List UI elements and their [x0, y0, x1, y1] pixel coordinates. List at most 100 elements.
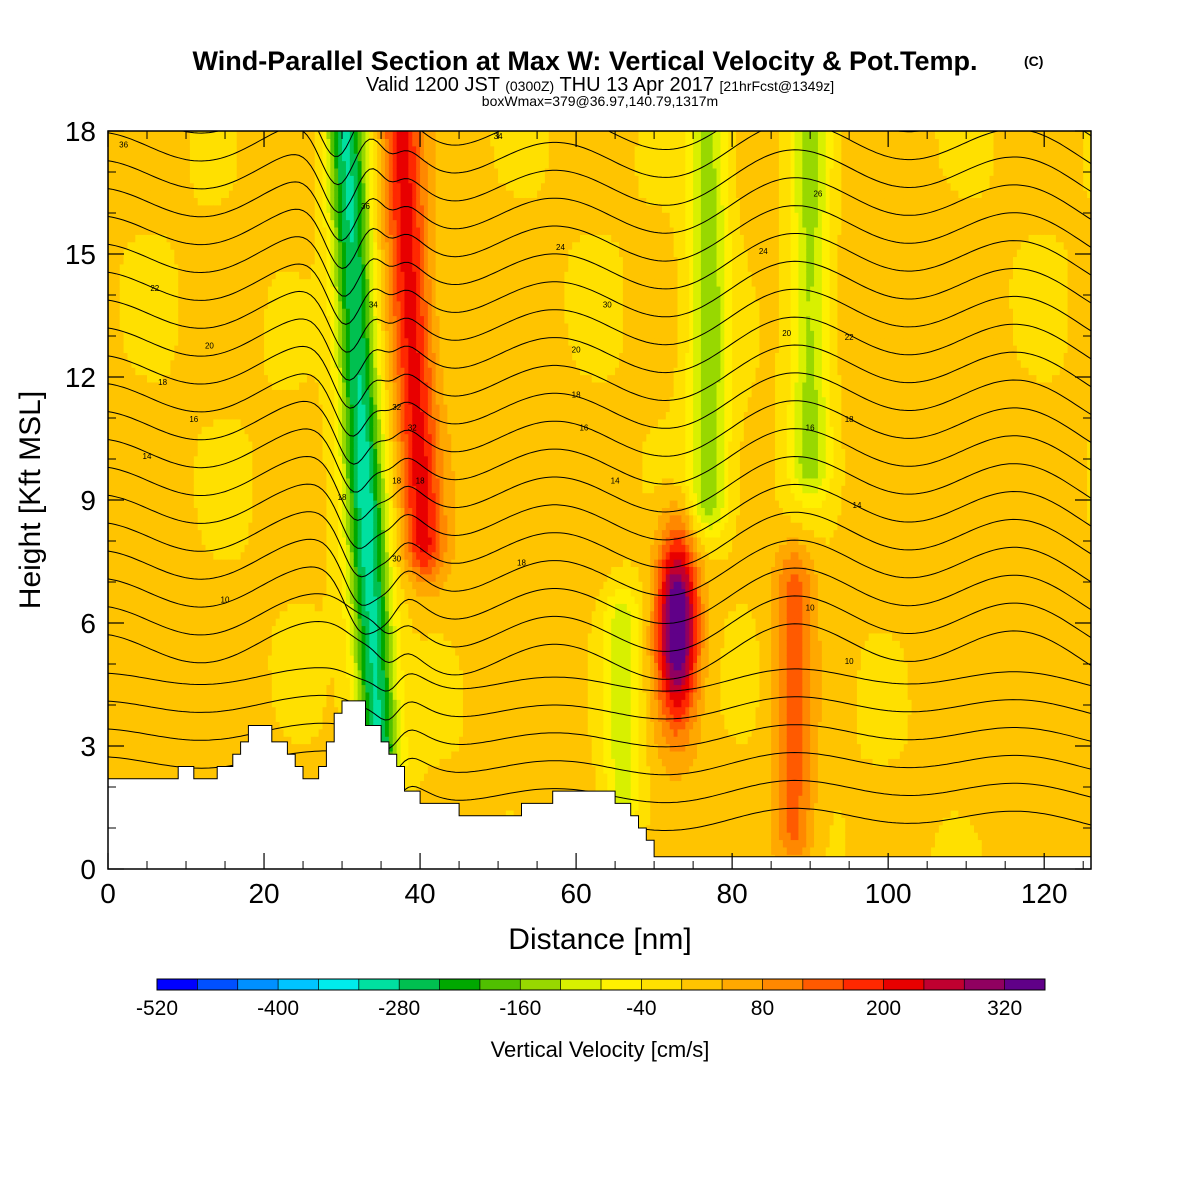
heatmap-cell	[295, 566, 300, 575]
heatmap-cell	[193, 182, 199, 191]
heatmap-cell	[150, 219, 156, 228]
heatmap-cell	[150, 374, 156, 383]
heatmap-cell	[123, 500, 129, 508]
heatmap-cell	[267, 610, 273, 619]
heatmap-cell	[225, 470, 230, 479]
heatmap-cell	[225, 190, 230, 199]
heatmap-cell	[225, 381, 230, 390]
heatmap-cell	[232, 219, 238, 228]
heatmap-cell	[240, 721, 246, 730]
heatmap-cell	[213, 773, 218, 782]
heatmap-cell	[244, 345, 250, 353]
heatmap-cell	[228, 714, 234, 722]
heatmap-cell	[217, 256, 222, 265]
heatmap-cell	[225, 743, 230, 752]
heatmap-cell	[236, 529, 242, 538]
heatmap-cell	[170, 544, 175, 553]
heatmap-cell	[111, 588, 117, 597]
heatmap-cell	[115, 263, 121, 272]
heatmap-cell	[193, 595, 199, 604]
heatmap-cell	[135, 131, 140, 139]
heatmap-cell	[127, 404, 132, 413]
heatmap-cell	[119, 226, 125, 235]
heatmap-cell	[178, 588, 183, 597]
heatmap-cell	[123, 271, 129, 280]
heatmap-cell	[248, 507, 253, 516]
heatmap-cell	[260, 440, 265, 449]
heatmap-cell	[213, 389, 218, 398]
heatmap-cell	[108, 632, 113, 641]
heatmap-cell	[150, 573, 156, 582]
heatmap-cell	[299, 640, 304, 649]
heatmap-cell	[287, 699, 292, 708]
heatmap-cell	[225, 204, 230, 213]
heatmap-cell	[299, 632, 304, 641]
heatmap-cell	[178, 418, 183, 427]
heatmap-cell	[240, 440, 246, 449]
heatmap-cell	[287, 507, 292, 516]
heatmap-cell	[139, 212, 144, 221]
heatmap-cell	[240, 322, 246, 331]
heatmap-cell	[213, 699, 218, 708]
heatmap-cell	[158, 374, 164, 383]
heatmap-cell	[248, 352, 253, 361]
heatmap-cell	[279, 662, 285, 671]
heatmap-cell	[232, 359, 238, 368]
heatmap-cell	[154, 765, 160, 774]
heatmap-cell	[201, 381, 207, 390]
heatmap-cell	[279, 374, 285, 383]
heatmap-cell	[244, 463, 250, 472]
heatmap-cell	[119, 249, 125, 258]
heatmap-cell	[201, 285, 207, 294]
heatmap-cell	[240, 500, 246, 508]
heatmap-cell	[193, 167, 199, 176]
heatmap-cell	[244, 153, 250, 162]
heatmap-cell	[291, 293, 296, 302]
heatmap-cell	[119, 463, 125, 472]
heatmap-cell	[248, 153, 253, 162]
heatmap-cell	[166, 381, 172, 390]
heatmap-cell	[127, 153, 132, 162]
heatmap-cell	[264, 315, 269, 324]
heatmap-cell	[154, 197, 160, 206]
heatmap-cell	[236, 300, 242, 309]
heatmap-cell	[147, 234, 152, 243]
heatmap-cell	[291, 175, 296, 184]
heatmap-cell	[158, 536, 164, 545]
heatmap-cell	[205, 721, 211, 730]
heatmap-cell	[252, 603, 257, 612]
heatmap-cell	[147, 278, 152, 287]
heatmap-cell	[232, 588, 238, 597]
heatmap-cell	[260, 470, 265, 479]
heatmap-cell	[205, 581, 211, 590]
heatmap-cell	[170, 773, 175, 782]
heatmap-cell	[123, 131, 129, 139]
heatmap-cell	[158, 507, 164, 516]
heatmap-cell	[189, 618, 195, 627]
heatmap-cell	[135, 404, 140, 413]
heatmap-cell	[178, 654, 183, 663]
heatmap-cell	[287, 190, 292, 199]
heatmap-cell	[139, 773, 144, 782]
heatmap-cell	[193, 226, 199, 235]
heatmap-cell	[279, 677, 285, 686]
heatmap-cell	[131, 300, 136, 309]
heatmap-cell	[283, 632, 289, 641]
heatmap-cell	[291, 485, 296, 494]
heatmap-cell	[131, 190, 136, 199]
heatmap-cell	[201, 492, 207, 501]
heatmap-cell	[162, 699, 168, 708]
heatmap-cell	[158, 389, 164, 398]
heatmap-cell	[162, 669, 168, 678]
heatmap-cell	[131, 721, 136, 730]
heatmap-cell	[154, 241, 160, 250]
heatmap-cell	[244, 337, 250, 346]
heatmap-cell	[197, 588, 203, 597]
heatmap-cell	[252, 433, 257, 442]
heatmap-cell	[291, 470, 296, 479]
heatmap-cell	[240, 662, 246, 671]
heatmap-cell	[186, 426, 191, 435]
heatmap-cell	[236, 278, 242, 287]
heatmap-cell	[209, 352, 214, 361]
heatmap-cell	[213, 507, 218, 516]
